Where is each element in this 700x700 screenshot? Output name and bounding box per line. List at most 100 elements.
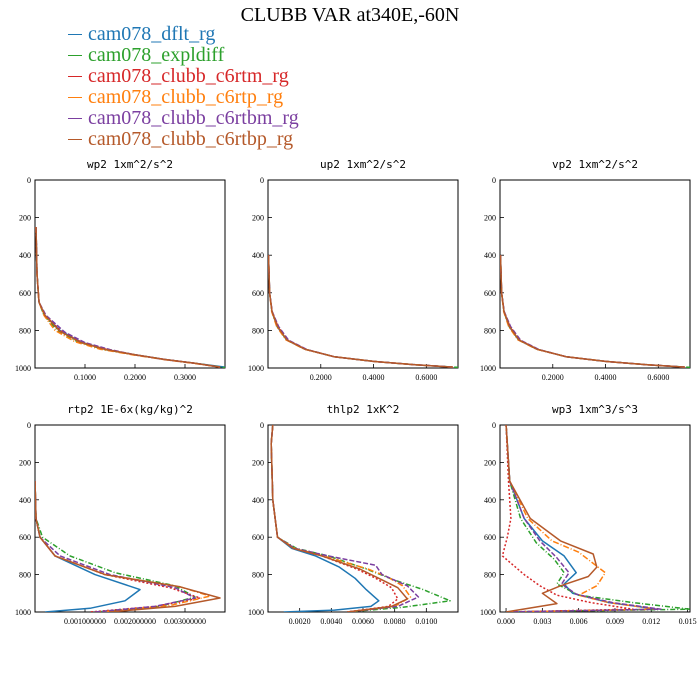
series-line: [35, 226, 221, 368]
legend-label: cam078_clubb_c6rtm_rg: [88, 65, 289, 87]
y-tick-label: 0: [27, 176, 31, 185]
x-tick-label: 0.002000000: [114, 617, 156, 626]
x-tick-label: 0.0100: [415, 617, 437, 626]
series-line: [270, 425, 420, 612]
y-tick-label: 800: [19, 326, 31, 335]
y-tick-label: 400: [484, 496, 496, 505]
series-line: [270, 425, 409, 612]
series-line: [35, 226, 221, 368]
x-tick-label: 0.0040: [320, 617, 342, 626]
series-line: [500, 255, 685, 368]
legend-entry: cam078_clubb_c6rtbp_rg: [68, 128, 299, 150]
y-tick-label: 200: [19, 458, 31, 467]
x-tick-label: 0.0080: [384, 617, 406, 626]
series-line: [500, 255, 685, 368]
y-tick-label: 600: [252, 533, 264, 542]
series-line: [505, 425, 690, 612]
y-tick-label: 400: [484, 251, 496, 260]
series-line: [270, 425, 380, 612]
x-tick-label: 0.012: [642, 617, 660, 626]
subplot: wp2 1xm^2/s^2 0 200 400 600 800 1000 0.1000 0.20…: [15, 158, 226, 382]
subplot-title: wp3 1xm^3/s^3: [552, 403, 638, 416]
y-tick-label: 800: [484, 571, 496, 580]
series-group: [500, 255, 690, 368]
series-line: [268, 255, 453, 368]
y-tick-label: 200: [484, 458, 496, 467]
legend: cam078_dflt_rg cam078_expldiff cam078_cl…: [68, 23, 299, 150]
x-tick-label: 0.006: [570, 617, 588, 626]
x-tick-label: 0.2000: [310, 373, 332, 382]
y-tick-label: 600: [252, 289, 264, 298]
y-tick-label: 600: [484, 289, 496, 298]
legend-label: cam078_dflt_rg: [88, 23, 216, 45]
y-tick-label: 400: [19, 251, 31, 260]
series-line: [501, 425, 634, 612]
plot-frame: [267, 179, 459, 369]
x-tick-label: 0.003000000: [164, 617, 206, 626]
series-line: [35, 481, 196, 612]
y-tick-label: 400: [252, 496, 264, 505]
series-group: [35, 226, 225, 368]
legend-swatch: [68, 118, 82, 119]
series-line: [505, 425, 598, 612]
series-line: [505, 425, 662, 612]
legend-label: cam078_clubb_c6rtbm_rg: [88, 107, 299, 129]
subplot: wp3 1xm^3/s^3 0 200 400 600 800 10000.000 0.003…: [480, 403, 697, 626]
legend-swatch: [68, 76, 82, 77]
y-tick-label: 1000: [248, 364, 264, 373]
x-tick-label: 0.2000: [542, 373, 564, 382]
subplot-title: rtp2 1E-6x(kg/kg)^2: [67, 403, 193, 416]
legend-label: cam078_clubb_c6rtbp_rg: [88, 128, 294, 150]
subplot: up2 1xm^2/s^2 0 200 400 600 800 1000 0.2000 0.40…: [248, 158, 459, 382]
y-tick-label: 1000: [15, 364, 31, 373]
series-group: [35, 481, 221, 612]
x-tick-label: 0.6000: [415, 373, 437, 382]
x-tick-label: 0.003: [533, 617, 551, 626]
y-tick-label: 1000: [15, 608, 31, 617]
series-line: [35, 226, 225, 368]
series-line: [268, 255, 453, 368]
y-tick-label: 0: [492, 421, 496, 430]
series-line: [268, 255, 458, 368]
subplot-title: wp2 1xm^2/s^2: [87, 158, 173, 171]
subplot-title: vp2 1xm^2/s^2: [552, 158, 638, 171]
subplot-title: up2 1xm^2/s^2: [320, 158, 406, 171]
series-line: [500, 255, 685, 368]
series-line: [500, 255, 685, 368]
y-tick-label: 800: [252, 326, 264, 335]
y-tick-label: 600: [19, 533, 31, 542]
y-tick-label: 0: [260, 176, 264, 185]
x-tick-label: 0.1000: [74, 373, 96, 382]
series-group: [501, 425, 690, 612]
series-line: [500, 255, 685, 368]
x-tick-label: 0.009: [606, 617, 624, 626]
x-tick-label: 0.3000: [174, 373, 196, 382]
y-tick-label: 200: [252, 214, 264, 223]
series-line: [35, 226, 221, 368]
series-group: [270, 425, 451, 612]
legend-label: cam078_expldiff: [88, 44, 225, 66]
x-tick-label: 0.6000: [647, 373, 669, 382]
y-tick-label: 1000: [480, 608, 496, 617]
y-tick-label: 600: [484, 533, 496, 542]
plot-frame: [499, 179, 691, 369]
legend-entry: cam078_expldiff: [68, 44, 299, 66]
y-tick-label: 800: [252, 571, 264, 580]
subplot: vp2 1xm^2/s^2 0 200 400 600 800 1000 0.2000 0.40…: [480, 158, 691, 382]
legend-entry: cam078_clubb_c6rtbm_rg: [68, 107, 299, 129]
plot-frame: [34, 424, 226, 613]
series-line: [505, 425, 659, 612]
series-line: [500, 255, 690, 368]
plot-frame: [34, 179, 226, 369]
legend-entry: cam078_dflt_rg: [68, 23, 299, 45]
legend-entry: cam078_clubb_c6rtp_rg: [68, 86, 299, 108]
y-tick-label: 400: [252, 251, 264, 260]
x-tick-label: 0.0060: [352, 617, 374, 626]
figure-title: CLUBB VAR at340E,-60N: [240, 4, 460, 26]
y-tick-label: 200: [484, 214, 496, 223]
series-line: [268, 255, 453, 368]
series-line: [35, 481, 196, 612]
legend-swatch: [68, 139, 82, 140]
series-line: [35, 226, 225, 368]
